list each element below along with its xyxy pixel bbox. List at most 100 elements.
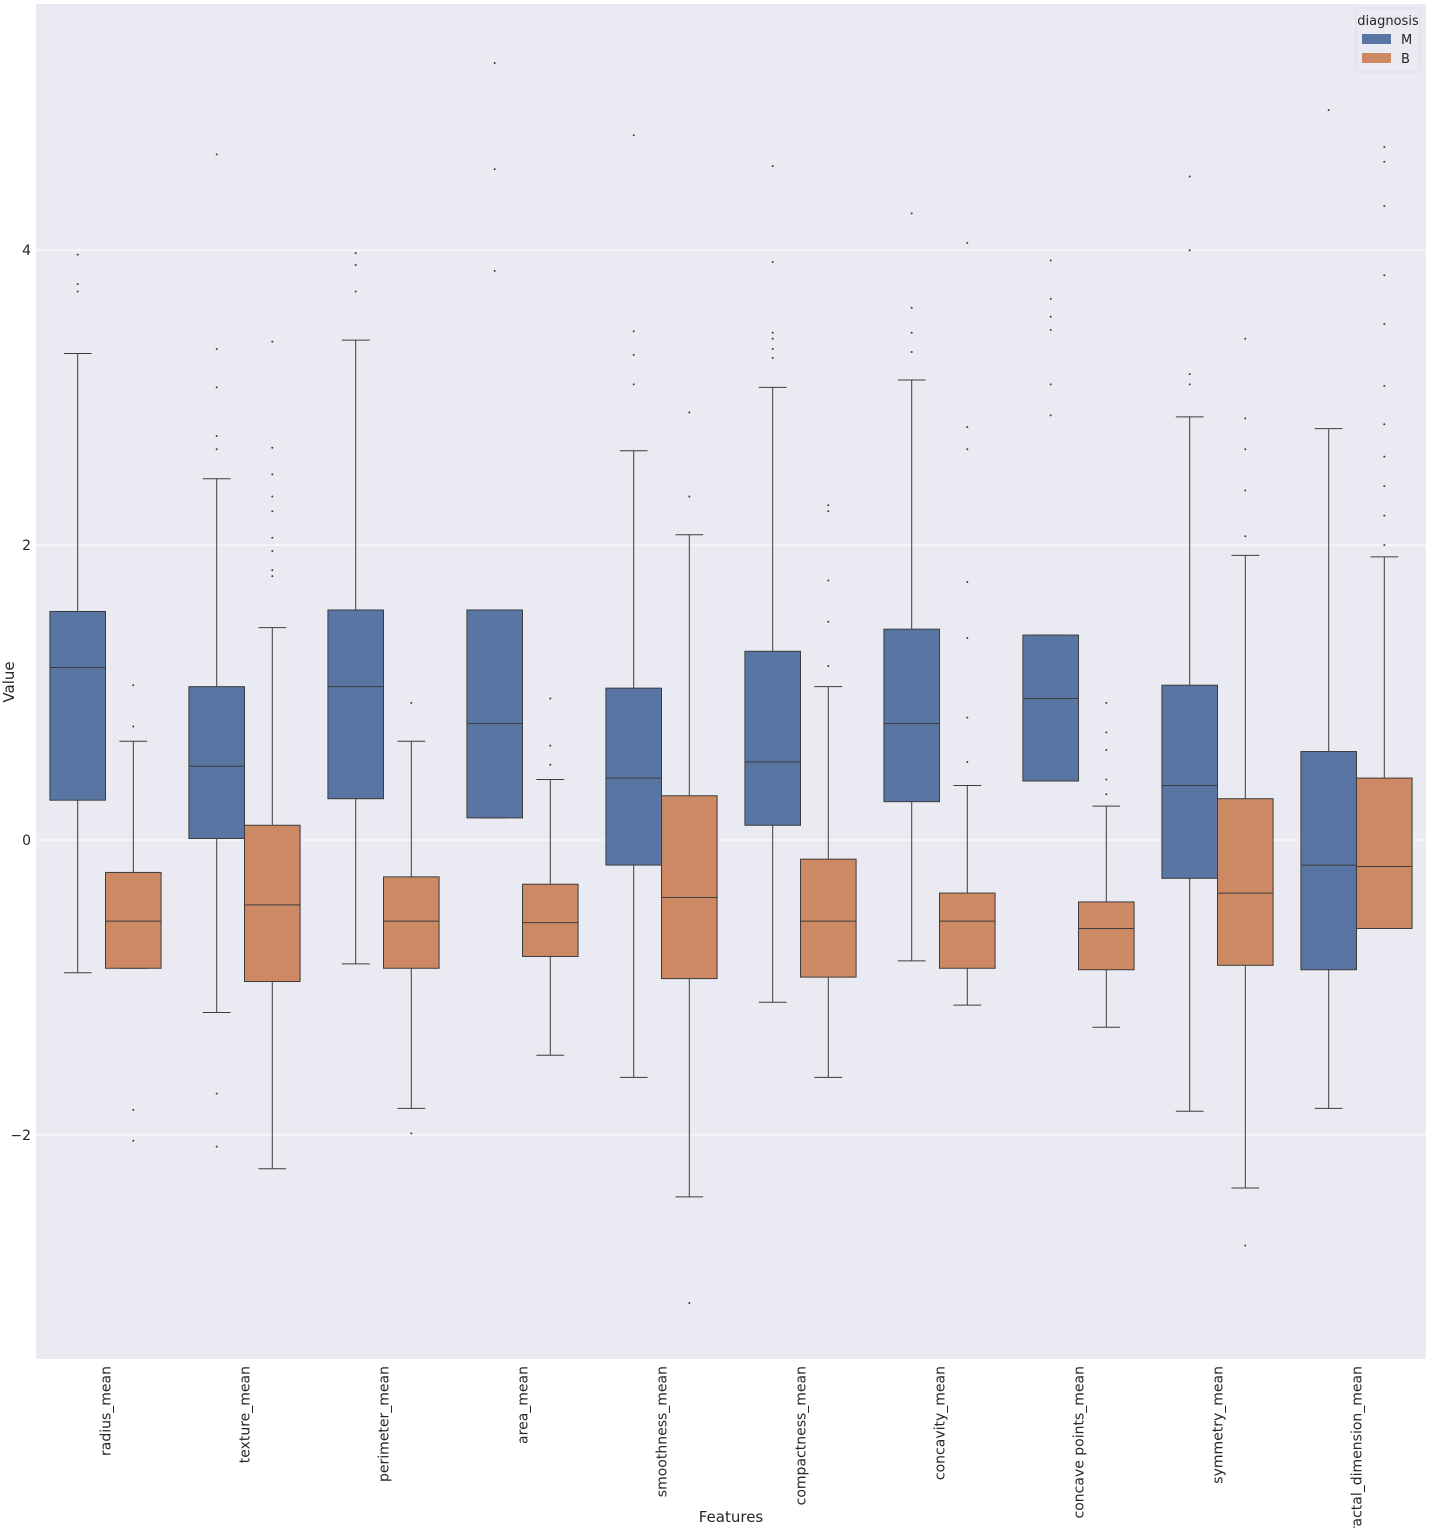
outlier-point bbox=[771, 356, 774, 359]
outlier-point bbox=[1105, 778, 1108, 781]
outlier-point bbox=[271, 473, 274, 476]
outlier-point bbox=[354, 252, 357, 255]
outlier-point bbox=[771, 165, 774, 168]
outlier-point bbox=[966, 426, 969, 429]
outlier-point bbox=[1383, 204, 1386, 207]
box-b-radius_mean bbox=[105, 684, 162, 1142]
outlier-point bbox=[1244, 489, 1247, 492]
outlier-point bbox=[827, 510, 830, 513]
outlier-point bbox=[632, 134, 635, 137]
box-body bbox=[1217, 798, 1274, 966]
outlier-point bbox=[1383, 514, 1386, 517]
outlier-point bbox=[771, 337, 774, 340]
outlier-point bbox=[771, 348, 774, 351]
box-body bbox=[605, 687, 663, 866]
outlier-point bbox=[1049, 414, 1052, 417]
outlier-point bbox=[1327, 109, 1330, 112]
outlier-point bbox=[688, 1301, 691, 1304]
x-tick-label: texture_mean bbox=[238, 1366, 254, 1463]
outlier-point bbox=[1383, 544, 1386, 547]
outlier-point bbox=[549, 697, 552, 700]
x-tick-label: radius_mean bbox=[99, 1366, 115, 1456]
box-b-smoothness_mean bbox=[661, 411, 718, 1304]
outlier-point bbox=[1244, 448, 1247, 451]
box-b-texture_mean bbox=[244, 340, 301, 1170]
x-tick-label: symmetry_mean bbox=[1211, 1366, 1227, 1484]
y-tick-label: 2 bbox=[22, 538, 31, 554]
y-tick-label: 0 bbox=[22, 833, 31, 849]
outlier-point bbox=[966, 580, 969, 583]
outlier-point bbox=[215, 386, 218, 389]
box-m-texture_mean bbox=[188, 153, 245, 1148]
outlier-point bbox=[966, 760, 969, 763]
box-m-compactness_mean bbox=[744, 165, 802, 1003]
outlier-point bbox=[1244, 1244, 1247, 1247]
plot-background bbox=[36, 4, 1426, 1359]
outlier-point bbox=[1105, 731, 1108, 734]
x-tick-label: concavity_mean bbox=[933, 1366, 949, 1480]
box-body bbox=[744, 650, 802, 826]
outlier-point bbox=[966, 241, 969, 244]
x-tick-label: area_mean bbox=[516, 1366, 532, 1444]
box-body bbox=[661, 795, 718, 980]
outlier-point bbox=[271, 569, 274, 572]
x-axis-label: Features bbox=[699, 1508, 764, 1526]
box-body bbox=[1300, 751, 1358, 971]
outlier-point bbox=[771, 331, 774, 334]
y-tick-label: 4 bbox=[22, 243, 31, 259]
outlier-point bbox=[771, 261, 774, 264]
x-tick-label: concave points_mean bbox=[1072, 1366, 1088, 1518]
outlier-point bbox=[493, 168, 496, 171]
legend-title: diagnosis bbox=[1357, 14, 1419, 29]
box-body bbox=[188, 686, 245, 840]
outlier-point bbox=[549, 763, 552, 766]
box-m-fractal_dimension_mean bbox=[1300, 109, 1358, 1109]
legend-swatch-m bbox=[1362, 34, 1391, 44]
box-body bbox=[327, 609, 384, 800]
outlier-point bbox=[76, 290, 79, 293]
box-body bbox=[939, 892, 996, 969]
box-body bbox=[1161, 684, 1219, 879]
outlier-point bbox=[410, 1132, 413, 1135]
outlier-point bbox=[1188, 373, 1191, 376]
outlier-point bbox=[632, 330, 635, 333]
outlier-point bbox=[910, 350, 913, 353]
box-body bbox=[800, 858, 857, 978]
outlier-point bbox=[1383, 146, 1386, 149]
outlier-point bbox=[271, 550, 274, 553]
outlier-point bbox=[632, 383, 635, 386]
y-tick-labels: −2 0 2 4 bbox=[10, 243, 31, 1144]
outlier-point bbox=[910, 306, 913, 309]
legend-label-m: M bbox=[1401, 33, 1412, 48]
outlier-point bbox=[76, 283, 79, 286]
box-body bbox=[522, 883, 579, 957]
outlier-point bbox=[827, 620, 830, 623]
outlier-point bbox=[1244, 535, 1247, 538]
legend-label-b: B bbox=[1401, 52, 1410, 67]
outlier-point bbox=[1383, 322, 1386, 325]
outlier-point bbox=[910, 331, 913, 334]
outlier-point bbox=[271, 340, 274, 343]
outlier-point bbox=[966, 637, 969, 640]
outlier-point bbox=[410, 701, 413, 704]
outlier-point bbox=[1049, 297, 1052, 300]
outlier-point bbox=[271, 446, 274, 449]
box-body bbox=[383, 876, 440, 969]
outlier-point bbox=[354, 290, 357, 293]
outlier-point bbox=[271, 536, 274, 539]
box-body bbox=[466, 609, 523, 819]
outlier-point bbox=[493, 269, 496, 272]
box-b-area_mean bbox=[522, 697, 579, 1056]
box-b-concavity_mean bbox=[939, 241, 996, 1006]
outlier-point bbox=[132, 1139, 135, 1142]
box-b-perimeter_mean bbox=[383, 701, 440, 1135]
outlier-point bbox=[1383, 485, 1386, 488]
box-m-area_mean bbox=[466, 61, 523, 819]
box-body bbox=[883, 628, 941, 803]
x-tick-label: compactness_mean bbox=[794, 1366, 810, 1505]
outlier-point bbox=[1383, 160, 1386, 163]
outlier-point bbox=[215, 448, 218, 451]
y-axis-label: Value bbox=[0, 661, 18, 702]
outlier-point bbox=[1244, 417, 1247, 420]
